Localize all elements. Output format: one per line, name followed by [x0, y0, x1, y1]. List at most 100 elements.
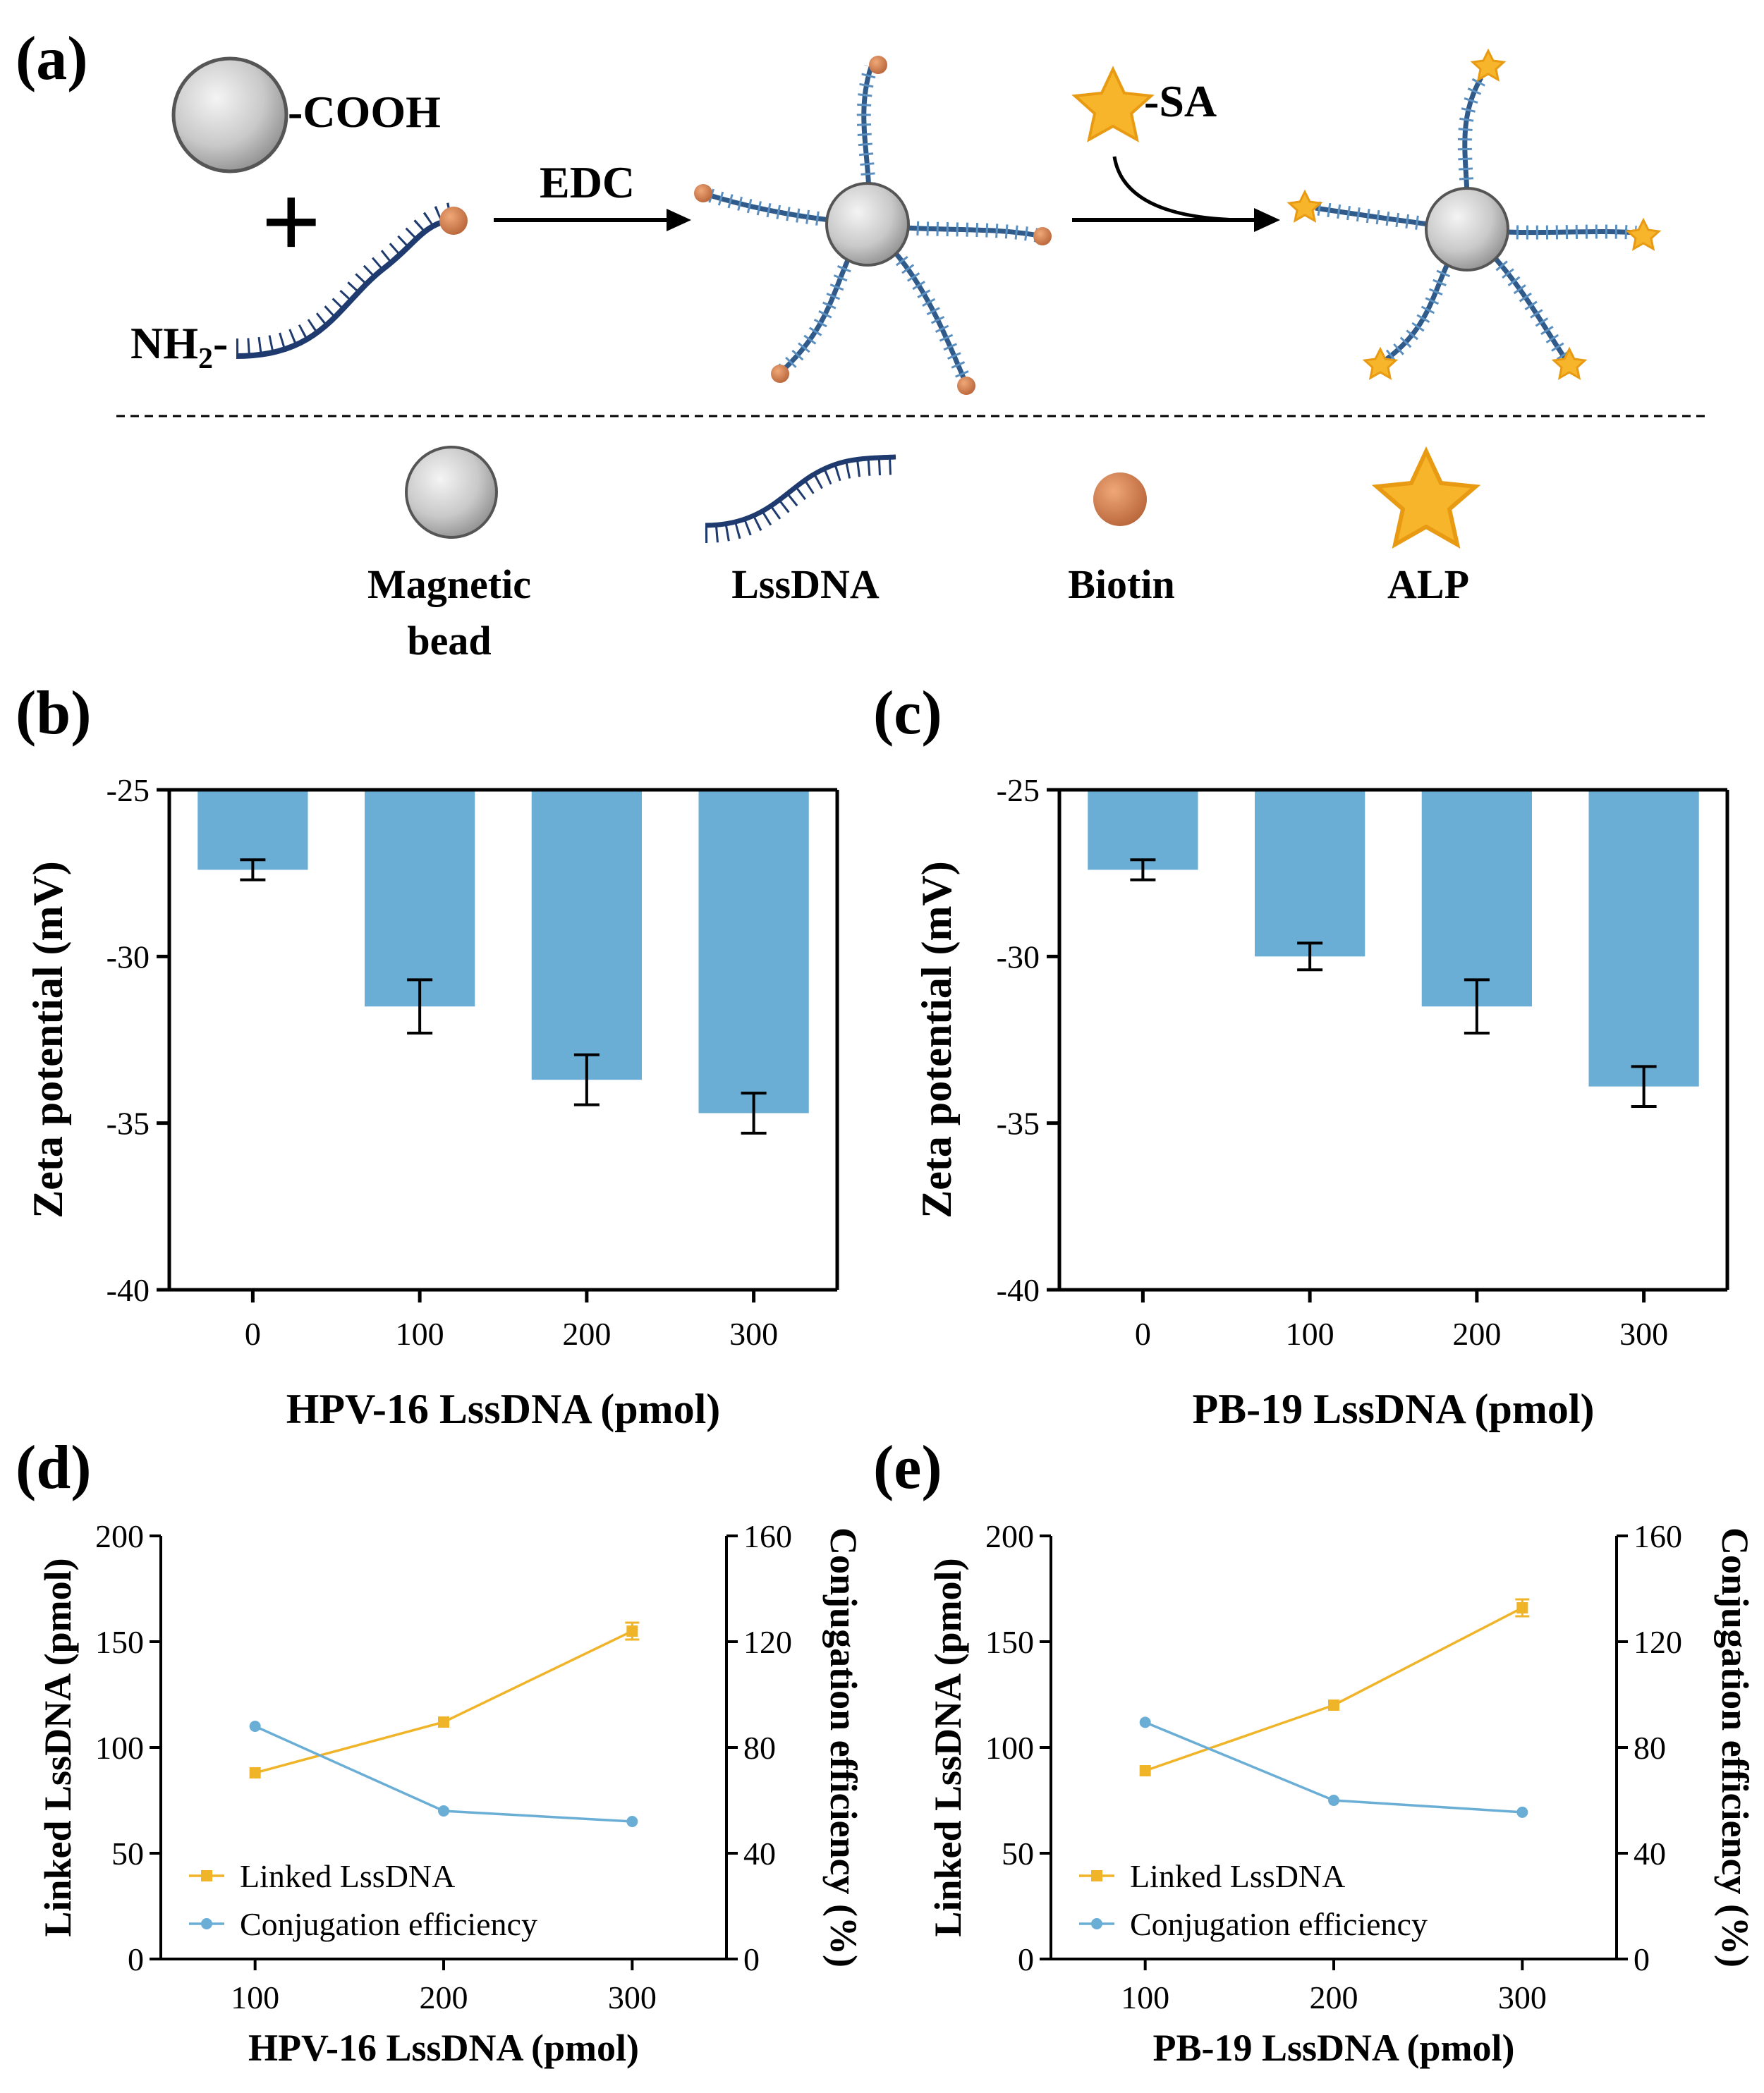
edc-label: EDC [540, 157, 635, 207]
nh2-subscript: 2 [198, 343, 213, 375]
nh2-label: NH [130, 318, 198, 368]
y-axis-title: Zeta potential (mV) [25, 861, 71, 1219]
y-tick-label-left: 50 [111, 1836, 144, 1872]
data-point-circle [249, 1721, 261, 1732]
lssdna-legend-icon [705, 454, 896, 543]
biotin-reactant-icon [439, 207, 468, 235]
data-point-circle [438, 1805, 449, 1817]
y-tick-label-right: 0 [1634, 1941, 1650, 1977]
y-tick-label-left: 150 [985, 1624, 1034, 1660]
legend-marker-circle [201, 1918, 212, 1929]
schematic-panel: (a) -COOH + NH2- EDC [16, 25, 1707, 664]
data-point-square [1139, 1765, 1151, 1776]
legend-label-0: Linked LssDNA [1130, 1858, 1345, 1894]
x-axis-title: HPV-16 LssDNA (pmol) [286, 1386, 721, 1432]
x-tick-label: 300 [608, 1979, 657, 2015]
y-tick-label-left: 100 [95, 1730, 144, 1766]
sa-star-icon [1071, 66, 1155, 142]
x-axis-title: HPV-16 LssDNA (pmol) [248, 2027, 639, 2069]
x-axis-title: PB-19 LssDNA (pmol) [1192, 1386, 1594, 1432]
y-tick-label-right: 160 [1634, 1518, 1682, 1554]
data-point-circle [1139, 1716, 1151, 1728]
bar [1254, 791, 1365, 957]
panel-label-b: (b) [16, 679, 92, 748]
y-tick-label-left: 50 [1002, 1836, 1034, 1872]
y-tick-label: -30 [107, 939, 150, 975]
x-tick-label: 300 [1498, 1979, 1547, 2015]
x-tick-label: 100 [231, 1979, 279, 2015]
x-tick-label: 100 [396, 1316, 444, 1352]
sa-arrow-icon [1072, 156, 1280, 232]
y-tick-label-left: 200 [95, 1518, 144, 1554]
biotin-legend-label: Biotin [1068, 561, 1175, 607]
y-tick-label: -35 [997, 1106, 1040, 1142]
data-point-circle [626, 1816, 638, 1827]
y-tick-label: -40 [107, 1272, 150, 1308]
data-point-circle [1328, 1795, 1339, 1806]
x-tick-label: 200 [420, 1979, 468, 2015]
y-axis-title-right: Conjugation efficiency (%) [822, 1527, 865, 1967]
data-point-square [626, 1625, 638, 1637]
y-tick-label: -25 [107, 772, 150, 808]
y-tick-label-right: 160 [743, 1518, 792, 1554]
legend-label-1: Conjugation efficiency [1130, 1906, 1428, 1942]
bar [197, 791, 308, 870]
edc-arrow-icon [494, 209, 691, 231]
magnetic-bead-icon [405, 446, 498, 539]
cooh-label: -COOH [288, 87, 441, 137]
bar [1088, 791, 1198, 870]
bar [1588, 791, 1699, 1087]
bead-dna-alp-conjugate-icon [1286, 48, 1662, 380]
sa-label: -SA [1144, 76, 1217, 126]
y-tick-label-right: 40 [1634, 1836, 1666, 1872]
lssdna-legend-label: LssDNA [731, 561, 880, 607]
plus-sign: + [261, 164, 321, 281]
legend-marker-square [1091, 1870, 1102, 1881]
x-tick-label: 200 [1452, 1316, 1501, 1352]
data-point-square [249, 1767, 261, 1778]
panel-label-a: (a) [16, 25, 88, 93]
y-tick-label-left: 200 [985, 1518, 1034, 1554]
x-tick-label: 300 [729, 1316, 778, 1352]
y-tick-label-right: 0 [743, 1941, 760, 1977]
x-tick-label: 0 [245, 1316, 261, 1352]
y-axis-title-right: Conjugation efficiency (%) [1714, 1527, 1756, 1967]
y-tick-label-left: 0 [1018, 1941, 1034, 1977]
alp-legend-label: ALP [1387, 561, 1469, 607]
x-tick-label: 300 [1619, 1316, 1668, 1352]
zeta-bar-chart-pb19: -25 -30 -35 -40 0 100 200 300 PB-19 LssDNA (pmol… [913, 772, 1729, 1432]
y-tick-label-right: 120 [1634, 1624, 1682, 1660]
alp-legend-icon [1371, 446, 1481, 549]
panel-label-e: (e) [873, 1434, 942, 1502]
x-tick-label: 200 [1310, 1979, 1358, 2015]
data-point-square [438, 1716, 449, 1728]
panel-label-c: (c) [873, 679, 942, 748]
y-tick-label-left: 150 [95, 1624, 144, 1660]
biotin-legend-icon [1093, 472, 1147, 526]
legend-marker-circle [1091, 1918, 1102, 1929]
dna-reactant-icon [236, 202, 468, 359]
y-tick-label-right: 40 [743, 1836, 776, 1872]
data-point-square [1516, 1602, 1528, 1613]
x-axis-title: PB-19 LssDNA (pmol) [1152, 2027, 1514, 2069]
svg-text:NH2-: NH2- [130, 318, 228, 375]
bar [531, 791, 643, 1080]
magnetic-bead-label-line2: bead [407, 618, 491, 664]
x-tick-label: 200 [562, 1316, 611, 1352]
y-tick-label-left: 0 [128, 1941, 144, 1977]
conjugation-line-chart-hpv16: 0 50 100 150 200 0 40 80 120 160 100 200 300 Linked L… [37, 1518, 865, 2069]
bar [1421, 791, 1533, 1007]
y-tick-label-left: 100 [985, 1730, 1034, 1766]
y-axis-title-left: Linked LssDNA (pmol) [37, 1558, 79, 1936]
x-tick-label: 100 [1121, 1979, 1169, 2015]
y-tick-label-right: 120 [743, 1624, 792, 1660]
y-tick-label: -30 [997, 939, 1040, 975]
nh2-dash: - [213, 318, 228, 368]
y-tick-label-right: 80 [1634, 1730, 1666, 1766]
y-tick-label-right: 80 [743, 1730, 776, 1766]
x-tick-label: 0 [1135, 1316, 1151, 1352]
y-axis-title: Zeta potential (mV) [913, 861, 960, 1219]
legend-label-0: Linked LssDNA [240, 1858, 455, 1894]
